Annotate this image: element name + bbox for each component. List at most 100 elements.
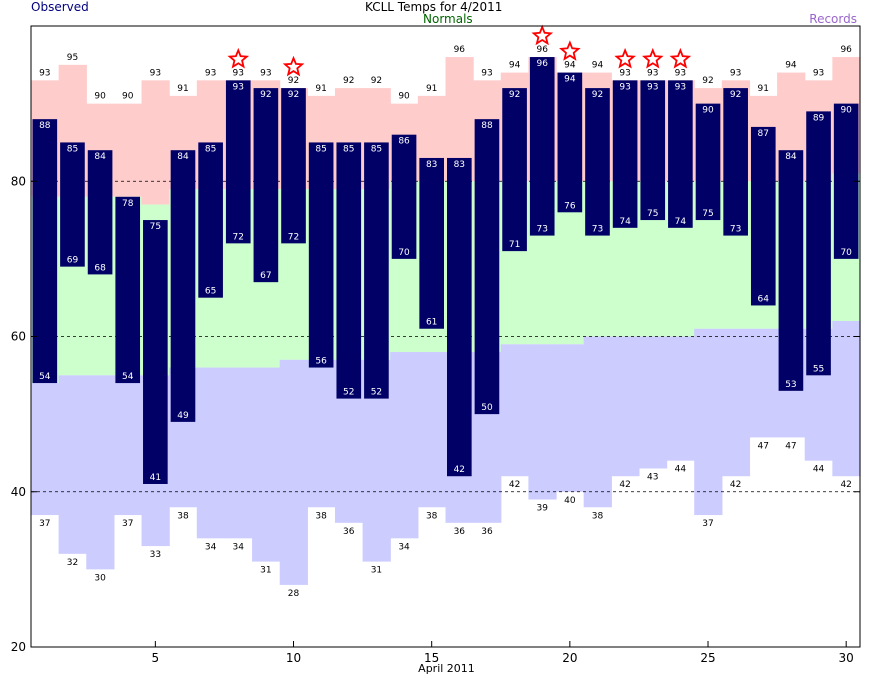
y-tick-label: 20	[11, 640, 26, 654]
x-tick-label: 25	[700, 651, 715, 665]
observed-low-label: 53	[785, 380, 796, 390]
record-high-label: 93	[260, 68, 271, 78]
legend-observed: Observed	[31, 0, 89, 14]
observed-low-label: 70	[840, 248, 852, 258]
observed-low-label: 42	[454, 465, 465, 475]
record-low-band	[252, 367, 281, 562]
observed-bar	[225, 80, 251, 244]
record-high-label: 92	[288, 76, 299, 86]
observed-high-label: 93	[647, 82, 658, 92]
record-high-label: 94	[592, 61, 604, 71]
record-low-band	[556, 344, 585, 492]
record-low-band	[86, 375, 115, 570]
x-tick-label: 5	[152, 651, 160, 665]
observed-bar	[668, 80, 693, 228]
observed-high-label: 89	[813, 113, 825, 123]
observed-high-label: 96	[536, 59, 548, 69]
observed-bar	[723, 88, 748, 236]
observed-high-label: 90	[702, 106, 714, 116]
observed-high-label: 90	[840, 106, 852, 116]
record-high-label: 96	[454, 45, 466, 55]
observed-low-label: 52	[371, 388, 382, 398]
record-high-label: 93	[675, 68, 686, 78]
observed-low-label: 68	[94, 263, 106, 273]
record-high-label: 94	[564, 61, 576, 71]
record-low-band	[31, 383, 60, 516]
observed-bar	[750, 126, 776, 306]
record-high-label: 93	[813, 68, 824, 78]
observed-bar	[170, 150, 196, 422]
record-low-band	[307, 359, 336, 508]
record-low-label: 36	[454, 527, 466, 537]
record-low-label: 31	[260, 566, 271, 576]
x-tick-label: 30	[839, 651, 854, 665]
record-low-label: 42	[619, 480, 630, 490]
record-low-label: 42	[840, 480, 851, 490]
record-low-label: 44	[813, 465, 825, 475]
record-star-icon	[641, 47, 664, 69]
observed-low-label: 50	[481, 403, 493, 413]
observed-low-label: 41	[150, 473, 161, 483]
observed-bar	[806, 111, 831, 376]
observed-bars	[32, 57, 859, 484]
record-high-label: 91	[426, 84, 437, 94]
y-tick-label: 40	[11, 485, 26, 499]
record-high-label: 94	[509, 61, 521, 71]
record-low-label: 34	[398, 542, 410, 552]
observed-low-label: 71	[509, 240, 520, 250]
record-low-label: 36	[343, 527, 355, 537]
observed-low-label: 74	[619, 217, 631, 227]
record-high-label: 96	[536, 45, 548, 55]
x-tick-label: 20	[562, 651, 577, 665]
record-low-band	[666, 336, 695, 461]
observed-high-label: 88	[39, 121, 51, 131]
record-low-band	[196, 367, 226, 539]
record-star-icon	[531, 24, 554, 46]
record-high-label: 90	[122, 92, 134, 102]
record-low-label: 32	[67, 558, 78, 568]
record-low-label: 37	[702, 519, 713, 529]
record-low-label: 43	[647, 472, 658, 482]
axes: 20 40 60 80 5 10 15 20 25 30 April 2011	[11, 25, 861, 675]
record-low-label: 38	[177, 511, 189, 521]
observed-low-label: 73	[592, 225, 603, 235]
record-low-label: 34	[205, 542, 217, 552]
observed-bar	[115, 196, 141, 384]
observed-low-label: 54	[39, 372, 51, 382]
record-high-label: 93	[205, 68, 216, 78]
record-low-label: 31	[371, 566, 382, 576]
observed-low-label: 54	[122, 372, 134, 382]
record-low-band	[113, 375, 143, 516]
observed-high-label: 85	[371, 144, 382, 154]
observed-bar	[198, 142, 223, 298]
record-high-band	[113, 103, 143, 197]
record-low-label: 37	[122, 519, 133, 529]
record-star-icon	[669, 47, 692, 69]
record-low-band	[583, 336, 612, 508]
observed-high-label: 85	[67, 144, 78, 154]
record-star-icon	[227, 47, 250, 69]
record-low-band	[528, 344, 557, 500]
chart-title: KCLL Temps for 4/2011	[365, 0, 503, 14]
record-low-label: 28	[288, 589, 300, 599]
record-high-label: 92	[371, 76, 382, 86]
record-low-label: 37	[39, 519, 50, 529]
observed-low-label: 75	[647, 209, 658, 219]
observed-high-label: 92	[288, 90, 299, 100]
x-axis-label: April 2011	[418, 662, 475, 675]
observed-low-label: 69	[67, 256, 79, 266]
observed-high-label: 85	[343, 144, 354, 154]
record-low-band	[638, 336, 668, 469]
observed-high-label: 85	[205, 144, 216, 154]
observed-bar	[143, 220, 168, 484]
observed-bar	[253, 88, 279, 283]
record-low-label: 33	[150, 550, 161, 560]
observed-high-label: 75	[150, 222, 161, 232]
x-tick-label: 15	[424, 651, 439, 665]
record-high-label: 96	[840, 45, 852, 55]
observed-bar	[419, 157, 444, 329]
observed-bar	[640, 80, 666, 221]
record-low-band	[694, 328, 723, 516]
observed-high-label: 83	[454, 160, 465, 170]
grid-lines	[31, 180, 860, 493]
